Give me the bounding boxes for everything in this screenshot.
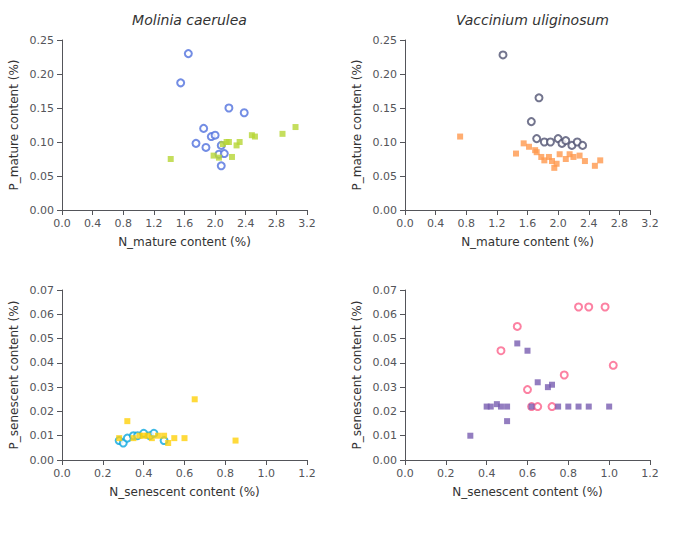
svg-text:0.20: 0.20 — [373, 68, 398, 81]
svg-text:0.4: 0.4 — [478, 467, 496, 480]
svg-text:0.07: 0.07 — [30, 284, 55, 297]
svg-text:1.2: 1.2 — [488, 217, 506, 230]
svg-text:0.0: 0.0 — [396, 467, 414, 480]
svg-text:0.03: 0.03 — [373, 381, 398, 394]
svg-text:0.2: 0.2 — [437, 467, 455, 480]
svg-text:0.0: 0.0 — [53, 467, 71, 480]
svg-text:P_senescent content (%): P_senescent content (%) — [7, 301, 21, 450]
svg-text:P_mature content (%): P_mature content (%) — [350, 60, 364, 191]
svg-text:0.00: 0.00 — [30, 204, 55, 217]
svg-text:0.00: 0.00 — [30, 454, 55, 467]
svg-text:Vaccinium uliginosum: Vaccinium uliginosum — [456, 12, 609, 28]
svg-text:0.2: 0.2 — [94, 467, 112, 480]
svg-text:1.0: 1.0 — [600, 467, 618, 480]
svg-text:2.0: 2.0 — [206, 217, 224, 230]
svg-text:0.20: 0.20 — [30, 68, 55, 81]
svg-text:0.6: 0.6 — [176, 467, 194, 480]
svg-text:0.15: 0.15 — [30, 102, 55, 115]
svg-text:P_mature content (%): P_mature content (%) — [7, 60, 21, 191]
svg-text:0.04: 0.04 — [373, 356, 398, 369]
svg-text:N_mature content (%): N_mature content (%) — [118, 235, 251, 249]
svg-text:0.05: 0.05 — [30, 332, 55, 345]
svg-text:0.0: 0.0 — [53, 217, 71, 230]
svg-text:Molinia caerulea: Molinia caerulea — [132, 12, 247, 28]
svg-text:0.6: 0.6 — [519, 467, 537, 480]
svg-text:2.4: 2.4 — [580, 217, 598, 230]
svg-text:2.0: 2.0 — [549, 217, 567, 230]
svg-text:0.4: 0.4 — [427, 217, 445, 230]
svg-text:0.4: 0.4 — [135, 467, 153, 480]
svg-text:0.02: 0.02 — [373, 405, 398, 418]
svg-text:0.25: 0.25 — [30, 34, 55, 47]
svg-text:0.10: 0.10 — [373, 136, 398, 149]
svg-text:3.2: 3.2 — [641, 217, 659, 230]
svg-text:0.05: 0.05 — [373, 170, 398, 183]
svg-text:0.00: 0.00 — [373, 204, 398, 217]
svg-text:3.2: 3.2 — [298, 217, 316, 230]
svg-text:2.4: 2.4 — [237, 217, 255, 230]
svg-text:N_senescent content (%): N_senescent content (%) — [109, 485, 259, 499]
svg-text:1.0: 1.0 — [257, 467, 275, 480]
svg-text:2.8: 2.8 — [268, 217, 286, 230]
svg-text:0.8: 0.8 — [217, 467, 235, 480]
svg-text:0.15: 0.15 — [373, 102, 398, 115]
svg-text:1.2: 1.2 — [298, 467, 316, 480]
svg-text:0.04: 0.04 — [30, 356, 55, 369]
svg-text:0.06: 0.06 — [373, 308, 398, 321]
svg-text:0.06: 0.06 — [30, 308, 55, 321]
svg-text:1.2: 1.2 — [641, 467, 659, 480]
svg-text:0.8: 0.8 — [115, 217, 133, 230]
svg-text:0.8: 0.8 — [560, 467, 578, 480]
svg-text:0.00: 0.00 — [373, 454, 398, 467]
svg-text:N_senescent content (%): N_senescent content (%) — [452, 485, 602, 499]
svg-text:0.0: 0.0 — [396, 217, 414, 230]
svg-text:0.05: 0.05 — [30, 170, 55, 183]
svg-text:0.01: 0.01 — [30, 429, 55, 442]
svg-text:0.25: 0.25 — [373, 34, 398, 47]
svg-text:0.01: 0.01 — [373, 429, 398, 442]
svg-text:0.05: 0.05 — [373, 332, 398, 345]
svg-text:1.6: 1.6 — [519, 217, 537, 230]
svg-text:P_senescent content (%): P_senescent content (%) — [350, 301, 364, 450]
svg-text:0.10: 0.10 — [30, 136, 55, 149]
svg-text:N_mature content (%): N_mature content (%) — [461, 235, 594, 249]
svg-text:1.6: 1.6 — [176, 217, 194, 230]
svg-text:0.4: 0.4 — [84, 217, 102, 230]
svg-text:0.07: 0.07 — [373, 284, 398, 297]
svg-text:0.03: 0.03 — [30, 381, 55, 394]
svg-text:0.02: 0.02 — [30, 405, 55, 418]
svg-text:0.8: 0.8 — [458, 217, 476, 230]
svg-text:2.8: 2.8 — [611, 217, 629, 230]
svg-text:1.2: 1.2 — [145, 217, 163, 230]
